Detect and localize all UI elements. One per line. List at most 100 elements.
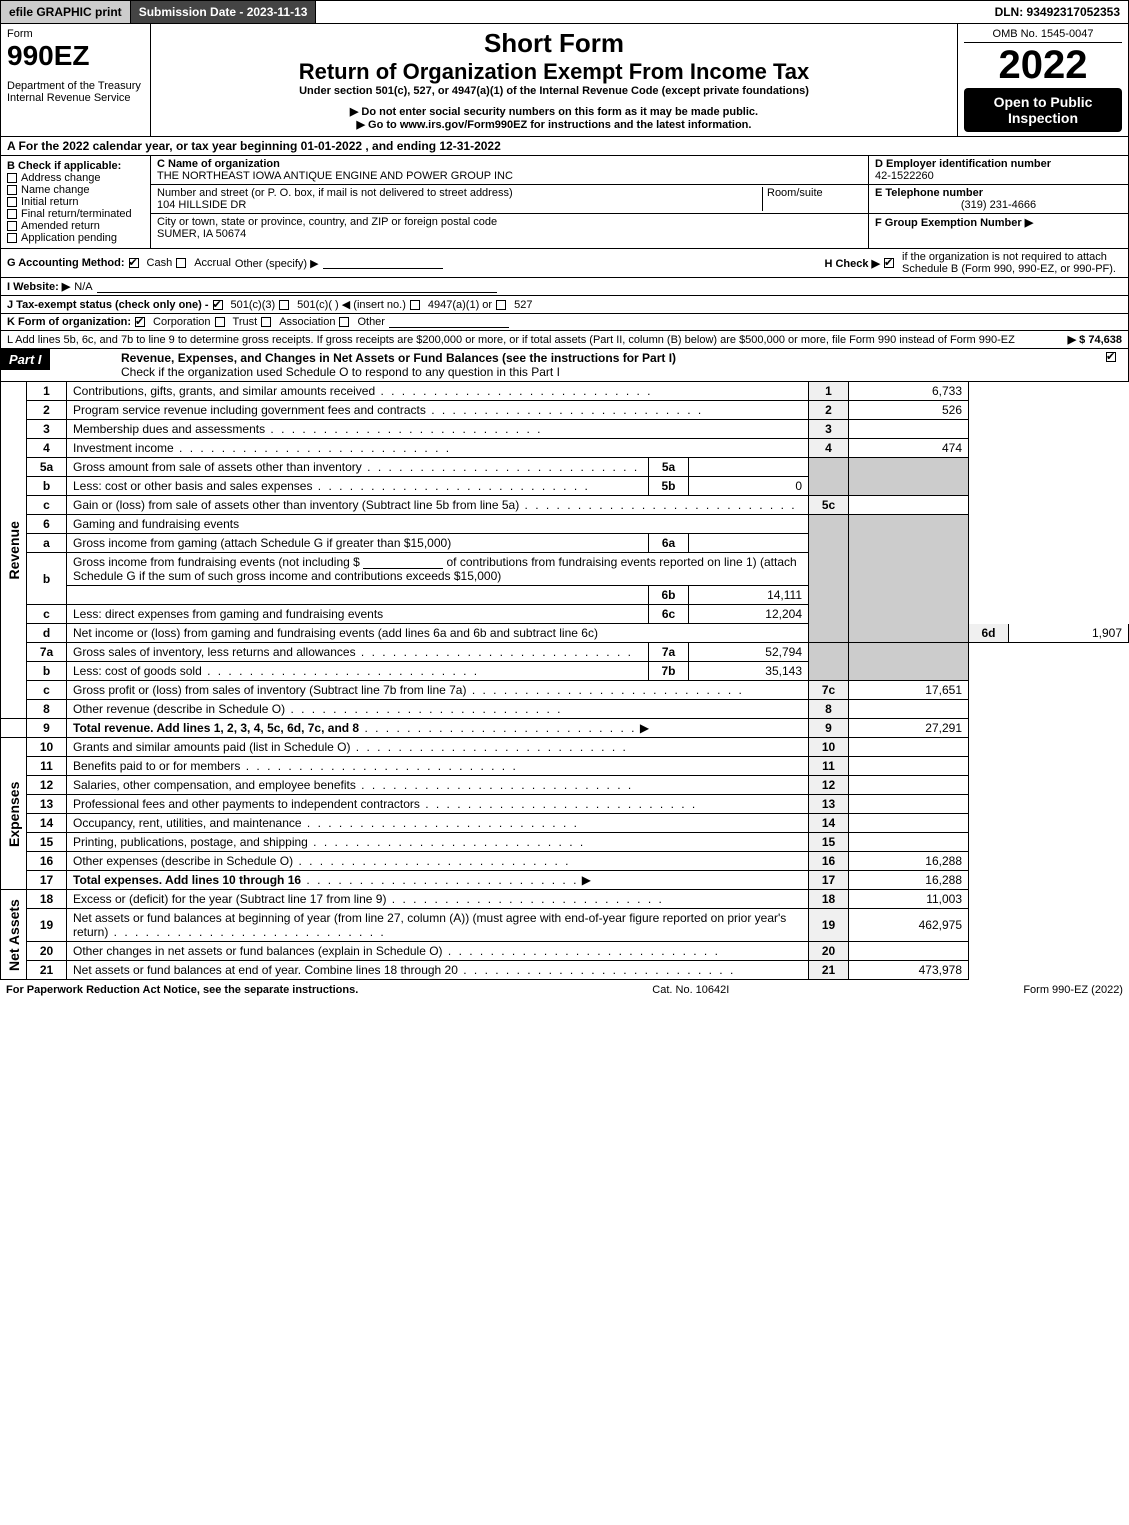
line-value bbox=[849, 496, 969, 515]
line-desc: Gross amount from sale of assets other t… bbox=[73, 460, 639, 474]
sub-number: 6c bbox=[649, 605, 689, 624]
line-desc: Gross sales of inventory, less returns a… bbox=[73, 645, 633, 659]
j-opt: 501(c)( ) ◀ (insert no.) bbox=[297, 298, 406, 311]
sub-number: 6b bbox=[649, 586, 689, 605]
line-number: 8 bbox=[27, 700, 67, 719]
result-number: 12 bbox=[809, 776, 849, 795]
line-number: c bbox=[27, 496, 67, 515]
line-number: 11 bbox=[27, 757, 67, 776]
form-number: 990EZ bbox=[7, 40, 144, 72]
line-desc: Printing, publications, postage, and shi… bbox=[73, 835, 585, 849]
c-city-label: City or town, state or province, country… bbox=[157, 216, 497, 228]
line-value bbox=[849, 795, 969, 814]
line-number: c bbox=[27, 681, 67, 700]
g-cash: Cash bbox=[147, 257, 173, 269]
checkbox-trust[interactable] bbox=[215, 317, 225, 327]
checkbox-address-change[interactable] bbox=[7, 173, 17, 183]
line-value bbox=[849, 942, 969, 961]
c-street-label: Number and street (or P. O. box, if mail… bbox=[157, 187, 762, 199]
checkbox-other-org[interactable] bbox=[339, 317, 349, 327]
checkbox-final-return[interactable] bbox=[7, 209, 17, 219]
line-desc: Other changes in net assets or fund bala… bbox=[73, 944, 720, 958]
line-value bbox=[849, 776, 969, 795]
website-blank bbox=[97, 281, 497, 293]
checkbox-4947[interactable] bbox=[410, 300, 420, 310]
line-value: 473,978 bbox=[849, 961, 969, 980]
line-number: 15 bbox=[27, 833, 67, 852]
line-number: a bbox=[27, 534, 67, 553]
checkbox-amended-return[interactable] bbox=[7, 221, 17, 231]
checkbox-501c3[interactable] bbox=[213, 300, 223, 310]
line-value bbox=[849, 833, 969, 852]
checkbox-h[interactable] bbox=[884, 258, 894, 268]
shaded-cell bbox=[849, 458, 969, 496]
line-a: A For the 2022 calendar year, or tax yea… bbox=[0, 137, 1129, 156]
line-value: 462,975 bbox=[849, 909, 969, 942]
result-number: 5c bbox=[809, 496, 849, 515]
line-desc: Program service revenue including govern… bbox=[73, 403, 703, 417]
d-label: D Employer identification number bbox=[875, 158, 1122, 170]
line-number: 7a bbox=[27, 643, 67, 662]
footer-left: For Paperwork Reduction Act Notice, see … bbox=[6, 984, 358, 996]
row-g-h: G Accounting Method: Cash Accrual Other … bbox=[0, 249, 1129, 278]
result-number: 14 bbox=[809, 814, 849, 833]
line-number: 10 bbox=[27, 738, 67, 757]
checkbox-accrual[interactable] bbox=[176, 258, 186, 268]
b-item: Name change bbox=[21, 184, 90, 196]
org-name: THE NORTHEAST IOWA ANTIQUE ENGINE AND PO… bbox=[157, 170, 862, 182]
k-label: K Form of organization: bbox=[7, 316, 131, 328]
line-desc: Other revenue (describe in Schedule O) bbox=[73, 702, 562, 716]
sub-value bbox=[689, 458, 809, 477]
shaded-cell bbox=[809, 458, 849, 496]
line-value bbox=[849, 420, 969, 439]
sub-number: 7a bbox=[649, 643, 689, 662]
j-opt: 527 bbox=[514, 299, 532, 311]
line-value: 27,291 bbox=[849, 719, 969, 738]
result-number: 1 bbox=[809, 382, 849, 401]
checkbox-cash[interactable] bbox=[129, 258, 139, 268]
form-header: Form 990EZ Department of the Treasury In… bbox=[0, 24, 1129, 137]
sub-number: 5b bbox=[649, 477, 689, 496]
checkbox-501c[interactable] bbox=[279, 300, 289, 310]
goto-link[interactable]: ▶ Go to www.irs.gov/Form990EZ for instru… bbox=[157, 118, 951, 131]
other-specify-blank[interactable] bbox=[323, 257, 443, 269]
checkbox-initial-return[interactable] bbox=[7, 197, 17, 207]
efile-label[interactable]: efile GRAPHIC print bbox=[1, 1, 131, 23]
g-label: G Accounting Method: bbox=[7, 257, 125, 269]
result-number: 17 bbox=[809, 871, 849, 890]
k-opt: Trust bbox=[233, 316, 258, 328]
checkbox-527[interactable] bbox=[496, 300, 506, 310]
line-desc: Membership dues and assessments bbox=[73, 422, 542, 436]
checkbox-schedule-o[interactable] bbox=[1106, 352, 1116, 362]
line-number: d bbox=[27, 624, 67, 643]
sub-value: 35,143 bbox=[689, 662, 809, 681]
g-other: Other (specify) ▶ bbox=[235, 257, 319, 270]
result-number: 3 bbox=[809, 420, 849, 439]
result-number: 16 bbox=[809, 852, 849, 871]
line-desc: Gross income from gaming (attach Schedul… bbox=[67, 534, 649, 553]
result-number: 7c bbox=[809, 681, 849, 700]
k-opt: Other bbox=[357, 316, 385, 328]
netassets-vlabel: Net Assets bbox=[1, 890, 27, 980]
line-number: 3 bbox=[27, 420, 67, 439]
checkbox-corporation[interactable] bbox=[135, 317, 145, 327]
line-desc: Excess or (deficit) for the year (Subtra… bbox=[73, 892, 664, 906]
phone-value: (319) 231-4666 bbox=[875, 199, 1122, 211]
b-label: B Check if applicable: bbox=[7, 160, 144, 172]
line-number: 20 bbox=[27, 942, 67, 961]
line-value: 474 bbox=[849, 439, 969, 458]
result-number: 21 bbox=[809, 961, 849, 980]
j-opt: 4947(a)(1) or bbox=[428, 299, 492, 311]
checkbox-application-pending[interactable] bbox=[7, 233, 17, 243]
line-value: 16,288 bbox=[849, 871, 969, 890]
other-org-blank[interactable] bbox=[389, 316, 509, 328]
irs-label: Internal Revenue Service bbox=[7, 92, 144, 104]
header-center: Short Form Return of Organization Exempt… bbox=[151, 24, 958, 136]
contrib-blank[interactable] bbox=[363, 557, 443, 569]
checkbox-name-change[interactable] bbox=[7, 185, 17, 195]
line-desc: Gaming and fundraising events bbox=[67, 515, 809, 534]
checkbox-association[interactable] bbox=[261, 317, 271, 327]
spacer bbox=[1, 719, 27, 738]
line-desc: Less: direct expenses from gaming and fu… bbox=[67, 605, 649, 624]
col-c: C Name of organization THE NORTHEAST IOW… bbox=[151, 156, 868, 248]
